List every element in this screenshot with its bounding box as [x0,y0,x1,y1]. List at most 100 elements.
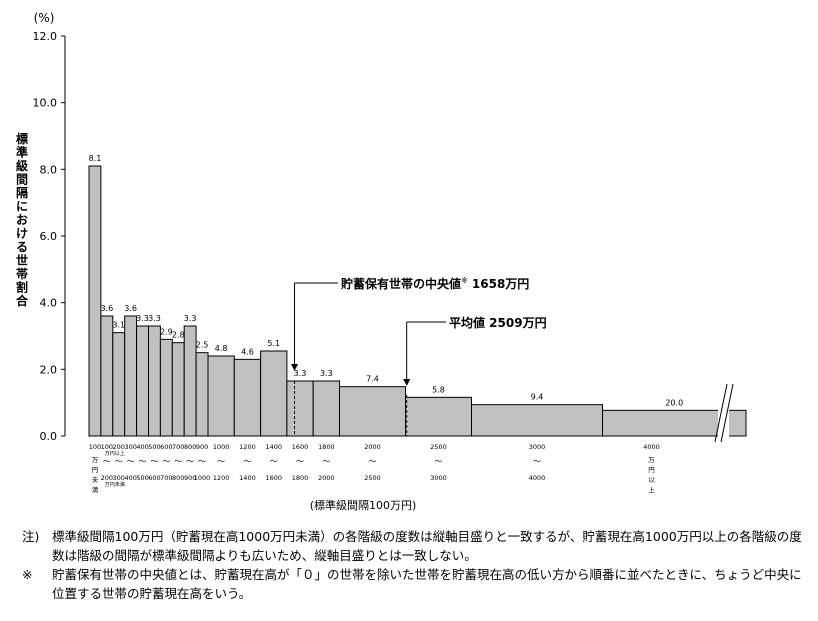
x-tick-label: 3000 [529,443,546,451]
y-axis-title-char: お [16,213,28,227]
x-tick-label: 〜 [115,457,123,466]
median-annotation-label: 貯蓄保有世帯の中央値※ 1658万円 [341,276,529,291]
bar-value-label: 20.0 [665,398,683,407]
x-tick-label: 1200 [213,474,230,482]
y-axis-title-char: 合 [16,293,29,308]
x-tick-label: 2500 [364,474,381,482]
x-tick-label: 〜 [186,457,194,466]
histogram-bar [260,350,288,437]
note-1-text: 標準級間隔100万円（貯蓄現在高1000万円未満）の各階級の度数は縦軸目盛りと一… [52,529,802,563]
y-axis-title-char: 帯 [16,266,28,281]
histogram-bar [471,404,603,437]
x-tick-label: 2000 [364,443,381,451]
y-axis-title-char: け [16,227,28,241]
histogram-bar [148,325,161,437]
x-tick-label: 900 [196,443,208,451]
x-tick-label: 300 [124,443,136,451]
histogram-bar [405,396,472,437]
x-tick-label: 円 [92,466,99,474]
mean-annotation-label: 平均値 2509万円 [449,315,547,330]
y-axis-title-char: 準 [16,145,28,160]
bar-value-label: 3.3 [136,314,149,323]
y-tick-label: 8.0 [40,163,58,176]
x-tick-label: 万 [648,456,655,464]
y-unit-label: (%) [34,11,55,25]
y-tick-label: 4.0 [40,297,58,310]
histogram-bar [233,358,262,437]
x-tick-label: 4000 [529,474,546,482]
x-tick-label: 〜 [162,457,170,466]
histogram-bar [100,315,114,437]
histogram-bar [112,332,126,437]
x-tick-label: 〜 [103,457,111,466]
x-tick-label: 600 [160,443,172,451]
y-axis-title-char: 割 [16,280,28,295]
x-tick-label: 800 [184,443,196,451]
histogram-bar [286,380,314,437]
x-tick-label: 〜 [270,457,278,466]
x-tick-label: 〜 [533,457,541,466]
bar-value-label: 2.8 [172,331,185,340]
x-tick-label: 未 [92,475,99,484]
bar-value-label: 5.1 [267,339,280,348]
x-axis-title: (標準級間隔100万円) [310,498,417,512]
x-tick-label: 〜 [369,457,377,466]
bar-value-label: 2.5 [196,341,209,350]
bar-value-label: 3.6 [124,304,137,313]
y-tick-label: 0.0 [40,430,58,443]
x-tick-label: 1200 [239,443,256,451]
note-1: 注) 標準級間隔100万円（貯蓄現在高1000万円未満）の各階級の度数は縦軸目盛… [22,527,812,565]
histogram-bar [88,165,102,437]
x-tick-label: 〜 [296,457,304,466]
x-tick-label: 400 [124,474,136,482]
x-tick-label: 〜 [322,457,330,466]
x-tick-label: 500 [136,474,148,482]
note-2-mark: ※ [22,567,33,582]
x-tick-label: 1400 [265,443,282,451]
x-tick-label: 1400 [239,474,256,482]
x-tick-label: 600 [148,474,160,482]
histogram-bar [339,386,406,437]
histogram-bar [124,315,138,437]
y-tick-label: 6.0 [40,230,58,243]
histogram-bar [159,338,173,437]
x-tick-label: 満 [92,486,99,494]
x-tick-label: 4000 [643,443,660,451]
histogram-bar [207,355,235,437]
axis-break-gap [718,380,729,442]
x-tick-label: 100 [89,443,101,451]
histogram-bar [312,380,341,437]
y-tick-label: 10.0 [33,97,58,110]
x-tick-label: 万 [92,456,99,464]
x-tick-label: 1600 [292,443,309,451]
histogram-bar [195,352,209,437]
x-tick-label: 700 [172,443,184,451]
x-tick-label: 〜 [198,457,206,466]
bar-value-label: 4.8 [215,344,228,353]
bar-value-label: 3.3 [184,314,197,323]
x-tick-label: 300 [113,474,125,482]
bar-value-label: 3.3 [148,314,161,323]
median-arrow-head [291,364,299,371]
axis-break-line [714,383,728,443]
x-tick-label: 1000 [213,443,230,451]
y-axis-title-char: 間 [16,173,28,187]
x-tick-label: 400 [136,443,148,451]
bar-value-label: 7.4 [366,375,379,384]
x-tick-label: 円 [648,466,655,474]
x-tick-label: 200 [101,474,113,482]
x-tick-label: 〜 [243,457,251,466]
x-tick-label: 900 [184,474,196,482]
y-tick-label: 12.0 [33,30,58,43]
x-tick-label: 以 [648,476,655,484]
bar-value-label: 3.3 [320,369,333,378]
bar-value-label: 4.6 [241,347,254,356]
bar-value-label: 2.9 [160,327,173,336]
axis-break-line [720,383,734,443]
x-tick-label: 〜 [435,457,443,466]
bar-value-label: 8.1 [89,154,102,163]
mean-arrow-head [403,379,411,386]
x-tick-label: 2000 [318,474,335,482]
x-tick-label: 2500 [430,443,447,451]
histogram-bar [183,325,197,437]
